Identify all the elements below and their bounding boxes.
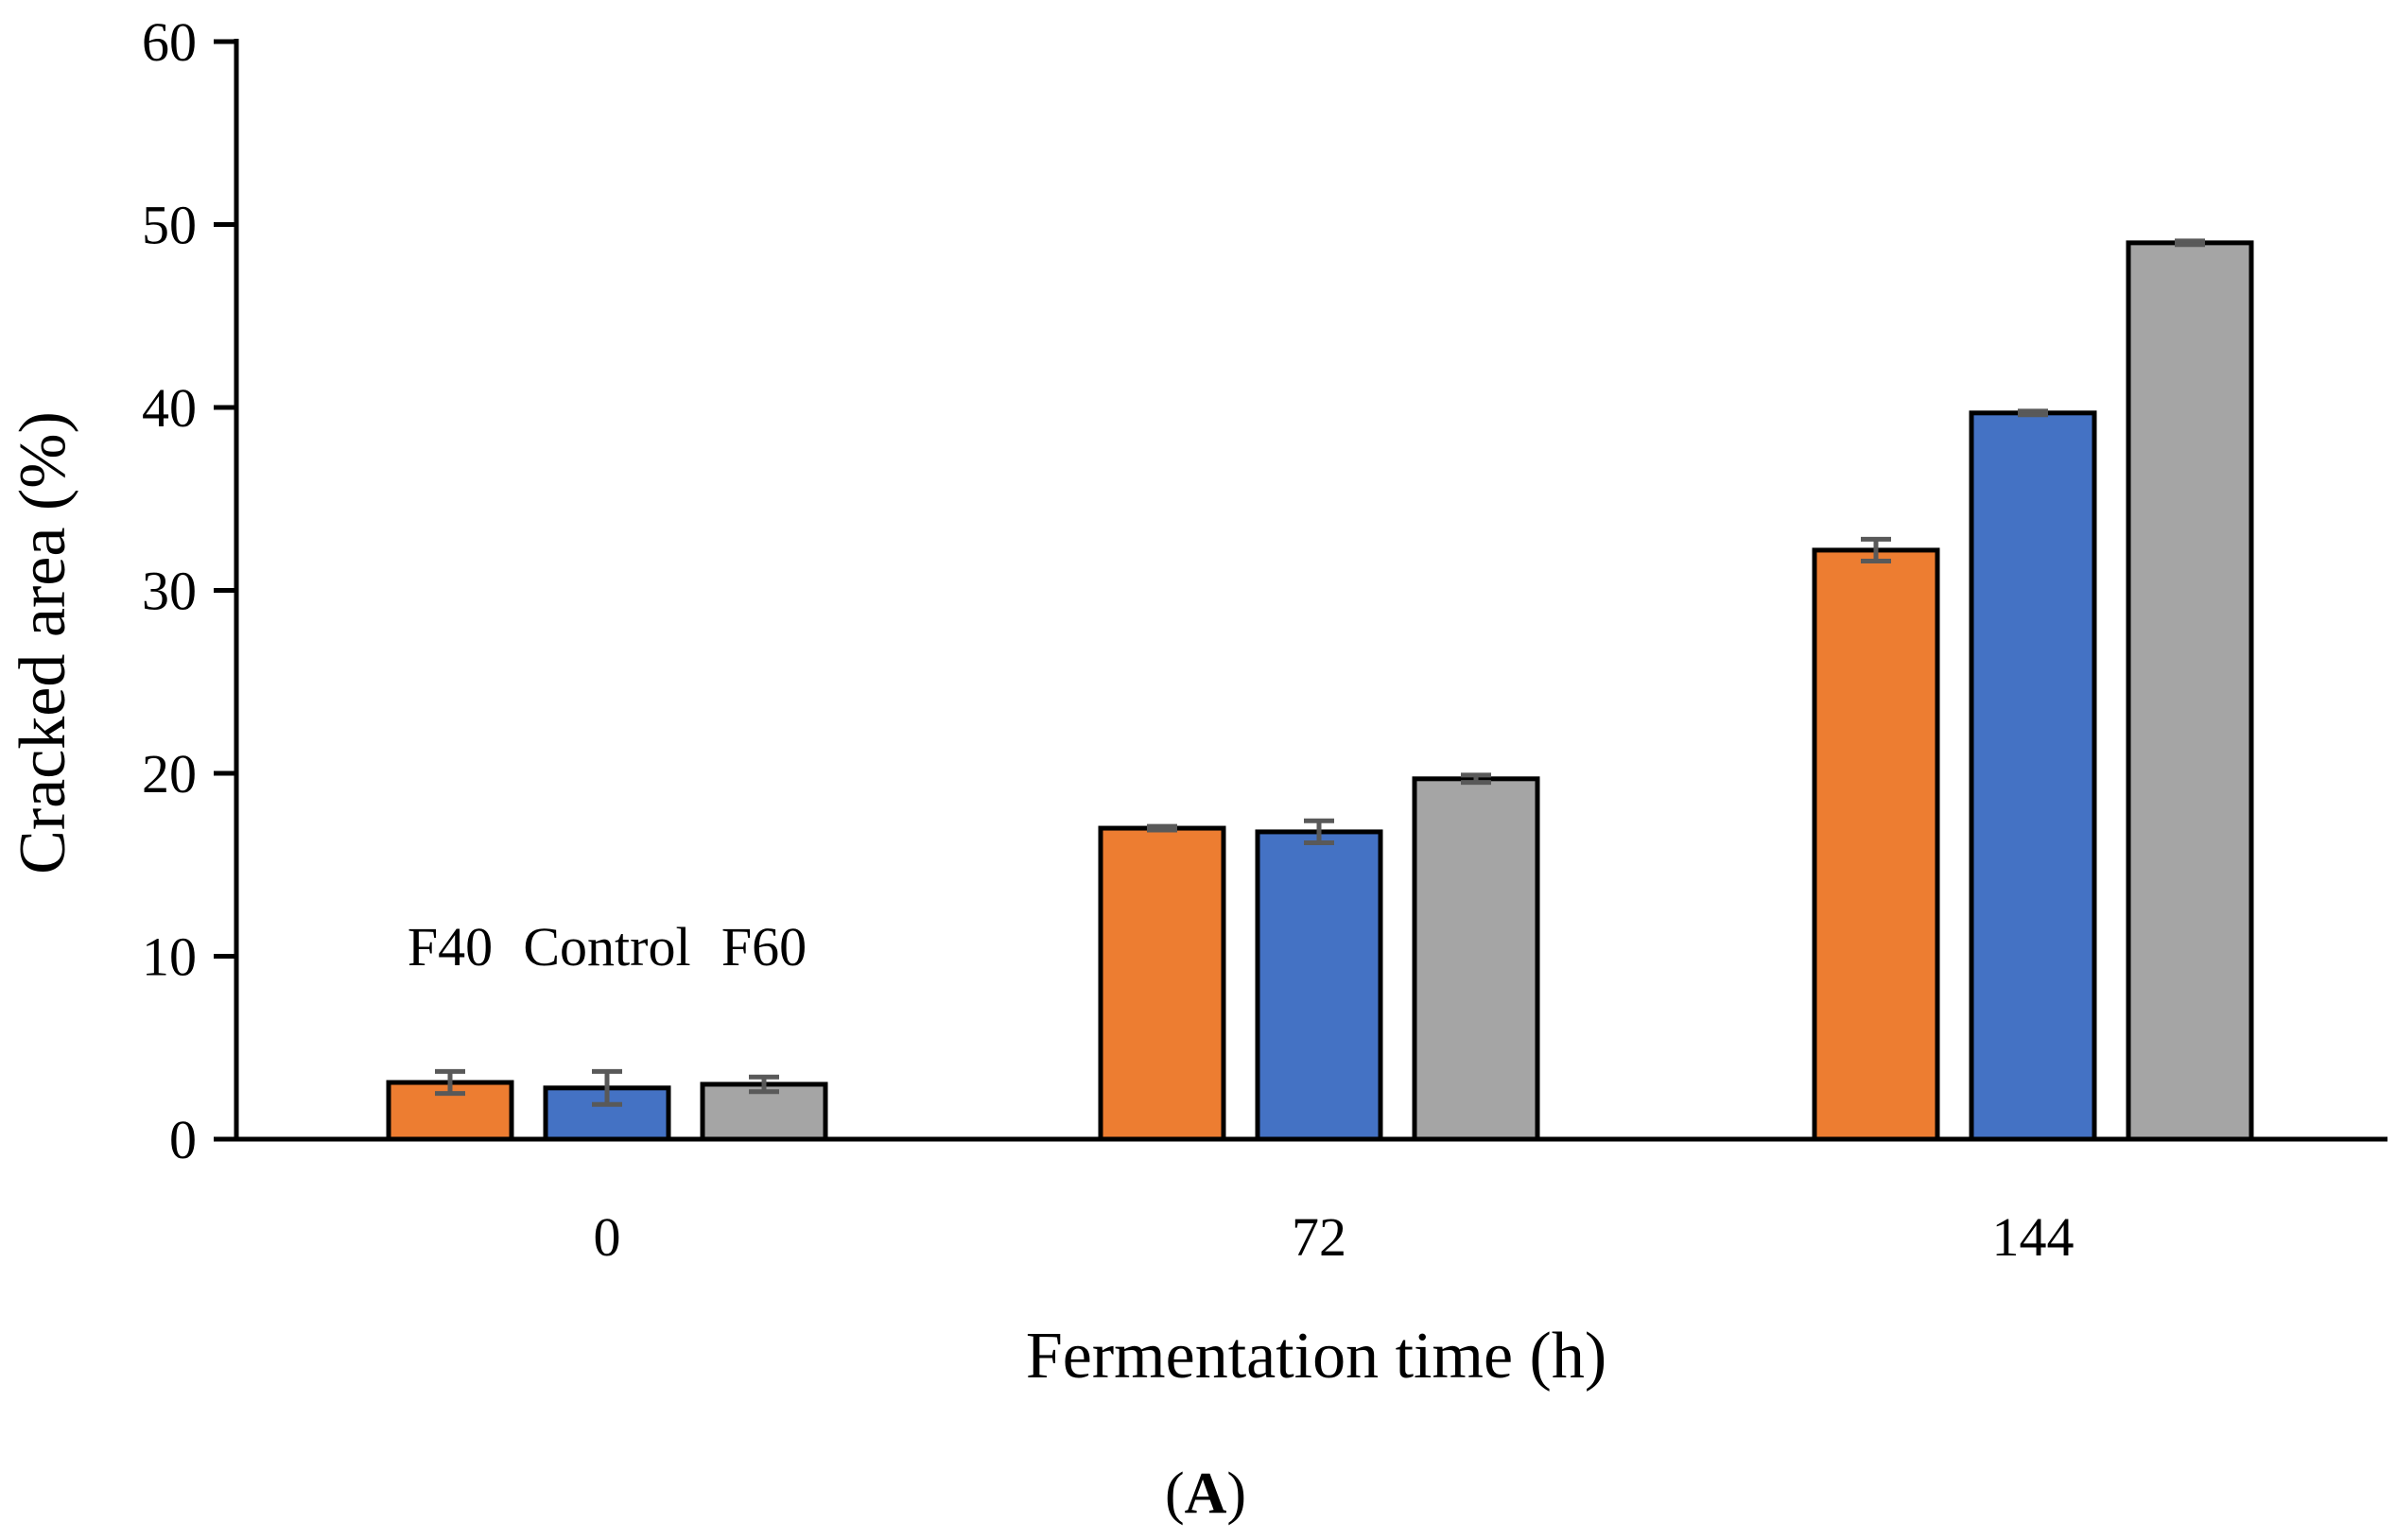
bars-layer bbox=[386, 240, 2254, 1142]
error-bar-f40-0 bbox=[435, 1068, 465, 1097]
bar-f40-144 bbox=[1812, 547, 1940, 1142]
x-axis-title: Fermentation time (h) bbox=[1026, 1320, 1606, 1393]
series-label-f60: F60 bbox=[721, 916, 807, 978]
error-bar-f40-144 bbox=[1861, 536, 1891, 564]
series-label-control: Control bbox=[523, 916, 690, 978]
series-label-f40: F40 bbox=[408, 916, 493, 978]
y-tick-label: 50 bbox=[142, 195, 197, 256]
y-tick-label: 0 bbox=[169, 1109, 197, 1170]
error-bar-f60-72 bbox=[1461, 772, 1491, 786]
error-bar-f60-144 bbox=[2175, 238, 2205, 248]
series-labels: F40 Control F60 bbox=[408, 916, 807, 978]
y-tick-label: 10 bbox=[142, 926, 197, 988]
error-bar-control-0 bbox=[592, 1068, 622, 1107]
panel-label-open: ( bbox=[1165, 1462, 1185, 1526]
bar-control-72 bbox=[1255, 829, 1383, 1142]
error-bar-f60-0 bbox=[749, 1074, 779, 1095]
y-tick-label: 40 bbox=[142, 377, 197, 439]
x-tick-label: 0 bbox=[594, 1206, 621, 1268]
panel-label-close: ) bbox=[1226, 1462, 1246, 1526]
error-bar-f40-72 bbox=[1147, 823, 1177, 833]
y-axis-title: Cracked area (%) bbox=[7, 411, 79, 874]
panel-label: (A) bbox=[1165, 1462, 1246, 1526]
error-bar-control-72 bbox=[1304, 818, 1334, 846]
x-tick-label: 144 bbox=[1992, 1206, 2075, 1268]
error-bars-layer bbox=[435, 238, 2205, 1107]
x-tick-label: 72 bbox=[1292, 1206, 1346, 1268]
y-tick-label: 20 bbox=[142, 743, 197, 805]
error-bar-control-144 bbox=[2018, 408, 2048, 418]
bar-control-144 bbox=[1969, 410, 2097, 1142]
y-tick-label: 30 bbox=[142, 561, 197, 622]
y-tick-label: 60 bbox=[142, 11, 197, 73]
bar-f60-72 bbox=[1412, 776, 1540, 1142]
bar-f60-144 bbox=[2126, 240, 2254, 1142]
x-axis-ticks: 0 72 144 bbox=[594, 1206, 2075, 1268]
bar-f40-72 bbox=[1098, 825, 1226, 1142]
y-axis-ticks: 0 10 20 30 40 50 60 bbox=[142, 11, 236, 1170]
panel-label-letter: A bbox=[1185, 1462, 1227, 1526]
